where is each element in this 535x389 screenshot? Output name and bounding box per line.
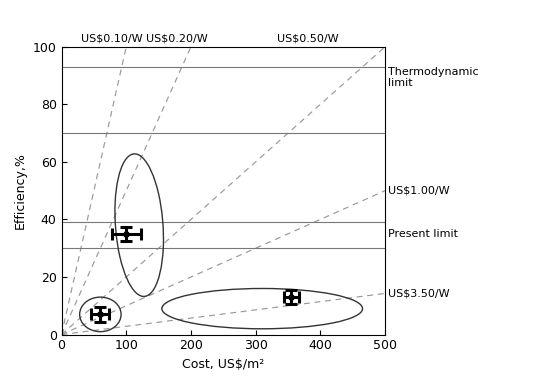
Text: US$1.00/W: US$1.00/W [388, 186, 450, 196]
Text: US$0.20/W: US$0.20/W [146, 34, 207, 44]
Text: Present limit: Present limit [388, 229, 458, 239]
Text: Thermodynamic
limit: Thermodynamic limit [388, 67, 479, 88]
Y-axis label: Efficiency,%: Efficiency,% [14, 152, 27, 229]
Text: US$3.50/W: US$3.50/W [388, 288, 450, 298]
Text: US$0.50/W: US$0.50/W [277, 34, 338, 44]
Text: US$0.10/W: US$0.10/W [81, 34, 142, 44]
X-axis label: Cost, US$/m²: Cost, US$/m² [182, 358, 264, 371]
